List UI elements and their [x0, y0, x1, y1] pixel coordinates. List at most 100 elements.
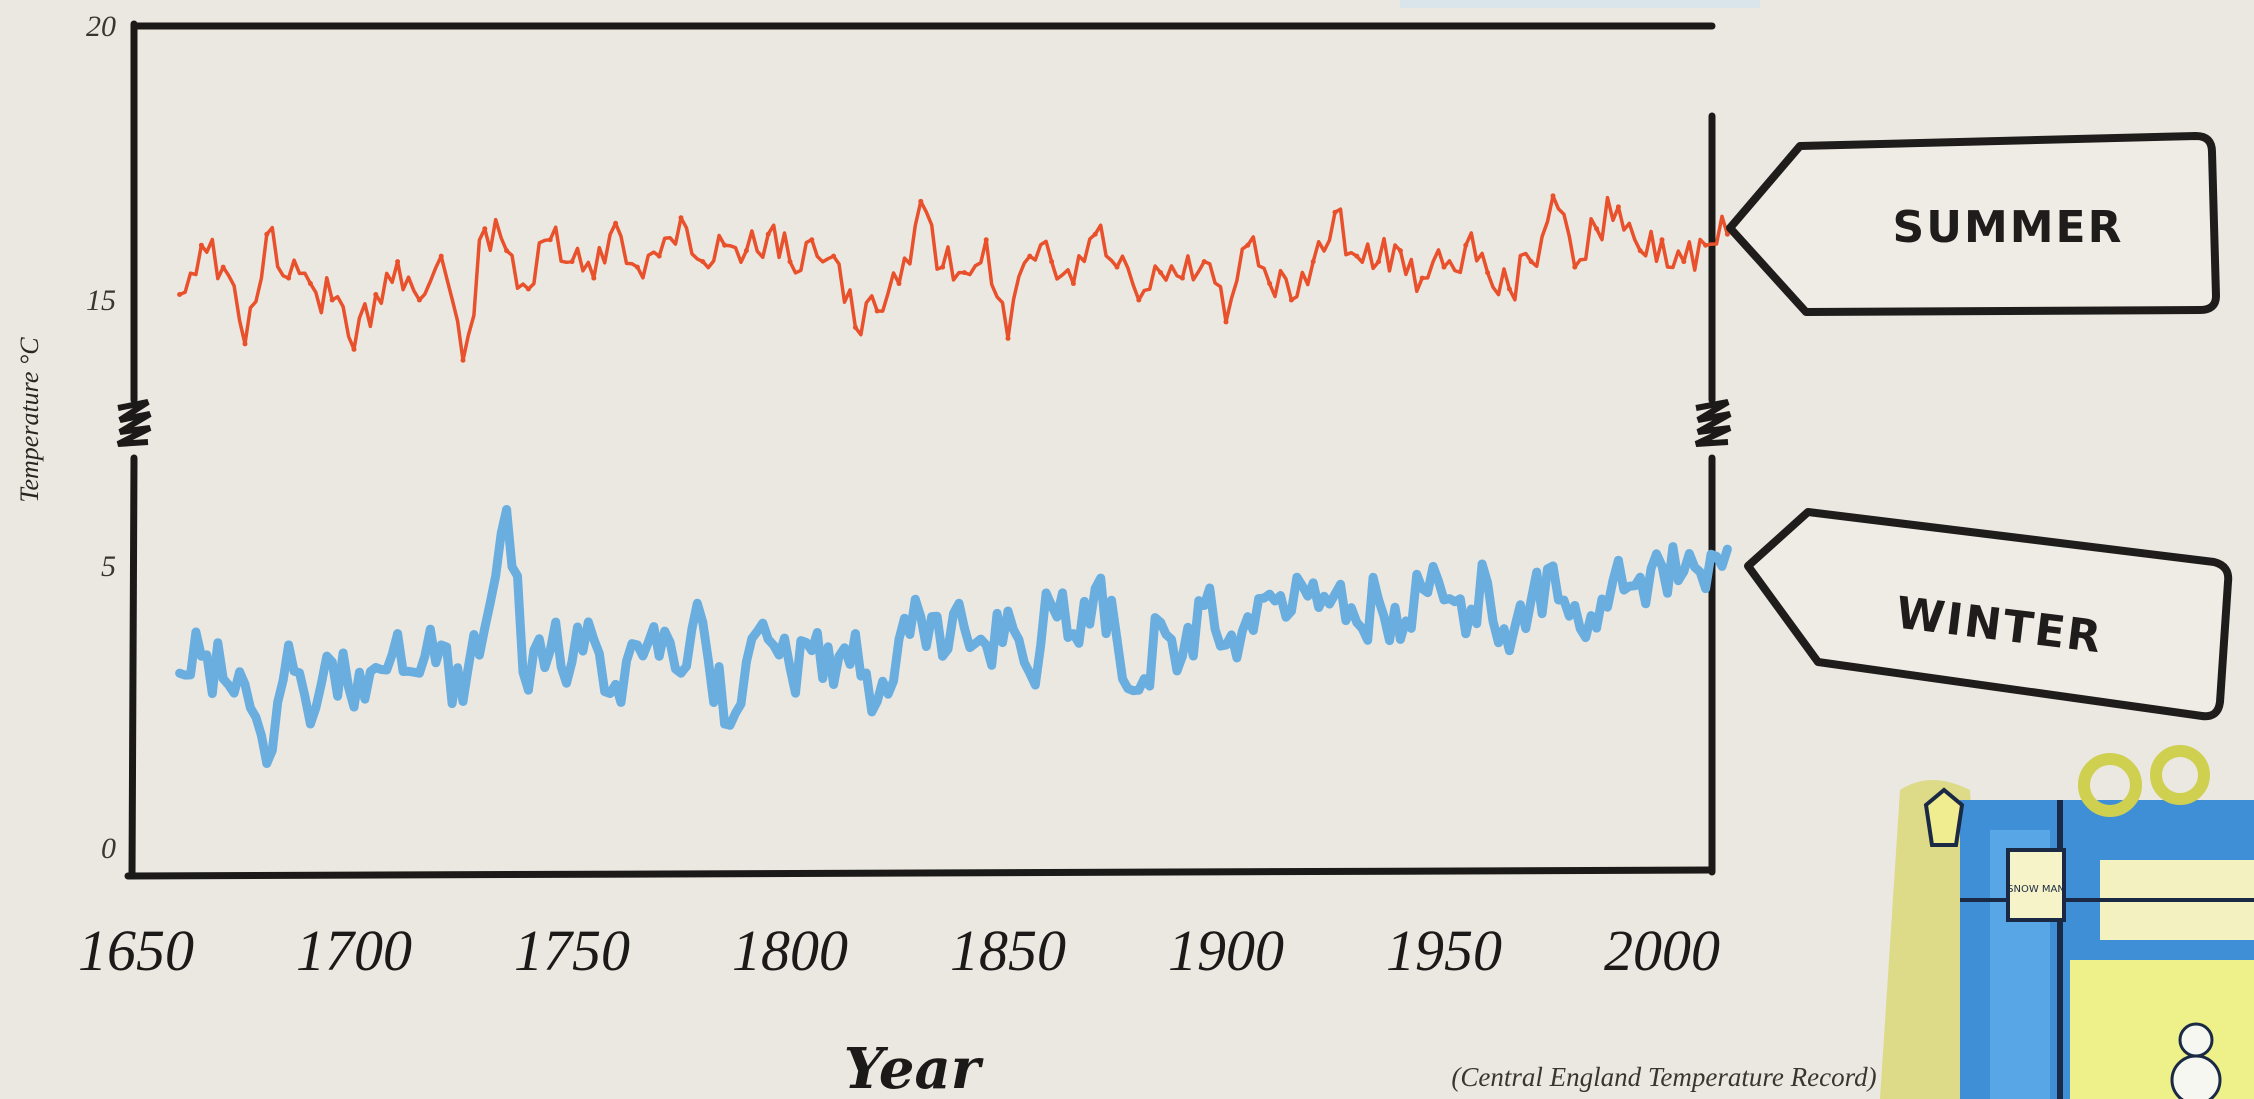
data-point-winter: [196, 651, 206, 661]
y-tick-label: 0: [101, 832, 116, 865]
data-point-winter: [349, 702, 359, 712]
x-tick-label: 1700: [296, 918, 412, 983]
x-tick-label: 1800: [732, 918, 848, 983]
data-point-winter: [1199, 600, 1209, 610]
data-point-winter: [305, 719, 315, 729]
x-axis-title: Year: [844, 1036, 984, 1099]
x-tick-layer: 1650 1700 1750 1800 1850 1900 1950 2000: [78, 918, 1720, 983]
data-point-winter: [1286, 606, 1296, 616]
data-point-summer: [1485, 270, 1491, 276]
x-tick-label: 1850: [950, 918, 1066, 983]
data-point-summer: [787, 259, 793, 265]
data-point-summer: [1114, 264, 1120, 270]
data-point-summer: [1354, 253, 1360, 259]
lantern-icon: [1923, 787, 1965, 847]
data-point-winter: [1657, 561, 1667, 571]
data-point-winter: [240, 679, 250, 689]
data-point-winter: [1417, 584, 1427, 594]
left-axis-break-mark: [116, 399, 152, 447]
data-point-winter: [1047, 600, 1057, 610]
data-point-winter: [1156, 617, 1166, 627]
plot-frame: [116, 20, 1732, 880]
data-point-winter: [1439, 595, 1449, 605]
data-point-summer: [874, 308, 880, 314]
data-point-summer: [220, 264, 226, 270]
data-point-winter: [720, 719, 730, 729]
data-point-summer: [1463, 242, 1469, 248]
data-point-winter: [458, 696, 468, 706]
data-point-winter: [1068, 629, 1078, 639]
data-point-summer: [242, 341, 248, 347]
data-point-winter: [1592, 623, 1602, 633]
data-point-summer: [809, 237, 815, 243]
data-point-summer: [1419, 275, 1425, 281]
data-point-summer: [460, 357, 466, 363]
data-point-summer: [569, 259, 575, 265]
data-point-summer: [678, 215, 684, 221]
data-point-summer: [722, 242, 728, 248]
data-point-winter: [1243, 612, 1253, 622]
y-tick-label: 20: [86, 10, 116, 43]
data-point-winter: [1548, 561, 1558, 571]
data-point-winter: [218, 674, 228, 684]
data-point-winter: [894, 634, 904, 644]
data-point-summer: [1201, 259, 1207, 265]
data-point-winter: [654, 651, 664, 661]
data-point-winter: [1374, 595, 1384, 605]
data-point-summer: [1179, 275, 1185, 281]
data-point-winter: [1330, 589, 1340, 599]
data-point-summer: [831, 253, 837, 259]
data-point-summer: [416, 297, 422, 303]
data-point-summer: [1572, 264, 1578, 270]
data-point-winter: [523, 685, 533, 695]
data-point-summer: [613, 220, 619, 226]
data-point-summer: [438, 253, 444, 259]
data-point-winter: [1221, 640, 1231, 650]
data-point-winter: [807, 646, 817, 656]
data-point-winter: [1265, 589, 1275, 599]
data-point-winter: [1461, 629, 1471, 639]
pub-sign: [2006, 848, 2066, 922]
data-point-winter: [567, 657, 577, 667]
data-point-winter: [414, 668, 424, 678]
data-point-winter: [611, 679, 621, 689]
data-point-winter: [1134, 685, 1144, 695]
data-point-summer: [1724, 231, 1730, 237]
data-point-winter: [938, 651, 948, 661]
series-line-summer: [178, 194, 1730, 363]
data-point-winter: [698, 617, 708, 627]
data-point-summer: [634, 264, 640, 270]
data-point-summer: [1681, 259, 1687, 265]
data-point-winter: [1352, 617, 1362, 627]
source-note: (Central England Temperature Record): [1451, 1062, 1876, 1092]
data-point-summer: [1703, 242, 1709, 248]
data-point-winter: [1526, 595, 1536, 605]
data-point-winter: [480, 623, 490, 633]
data-point-summer: [1158, 270, 1164, 276]
pub-sign-text: SNOW MAN: [2007, 884, 2065, 895]
data-point-winter: [1090, 584, 1100, 594]
data-point-winter: [1679, 567, 1689, 577]
data-point-summer: [1397, 248, 1403, 254]
data-point-winter: [1570, 600, 1580, 610]
data-point-summer: [1659, 237, 1665, 243]
data-point-winter: [1701, 584, 1711, 594]
data-point-summer: [1376, 259, 1382, 265]
data-point-winter: [872, 696, 882, 706]
data-point-summer: [1506, 286, 1512, 292]
y-tick-label: 15: [86, 284, 116, 317]
summer-tag-label: SUMMER: [1893, 202, 2124, 253]
data-point-summer: [1528, 259, 1534, 265]
data-point-summer: [373, 292, 379, 298]
data-point-summer: [656, 253, 662, 259]
data-point-winter: [785, 663, 795, 673]
data-point-winter: [1025, 668, 1035, 678]
series-layer: [175, 193, 1732, 768]
data-point-summer: [1245, 242, 1251, 248]
data-point-summer: [329, 297, 335, 303]
data-point-summer: [177, 292, 183, 298]
data-point-summer: [198, 242, 204, 248]
data-point-winter: [1003, 606, 1013, 616]
